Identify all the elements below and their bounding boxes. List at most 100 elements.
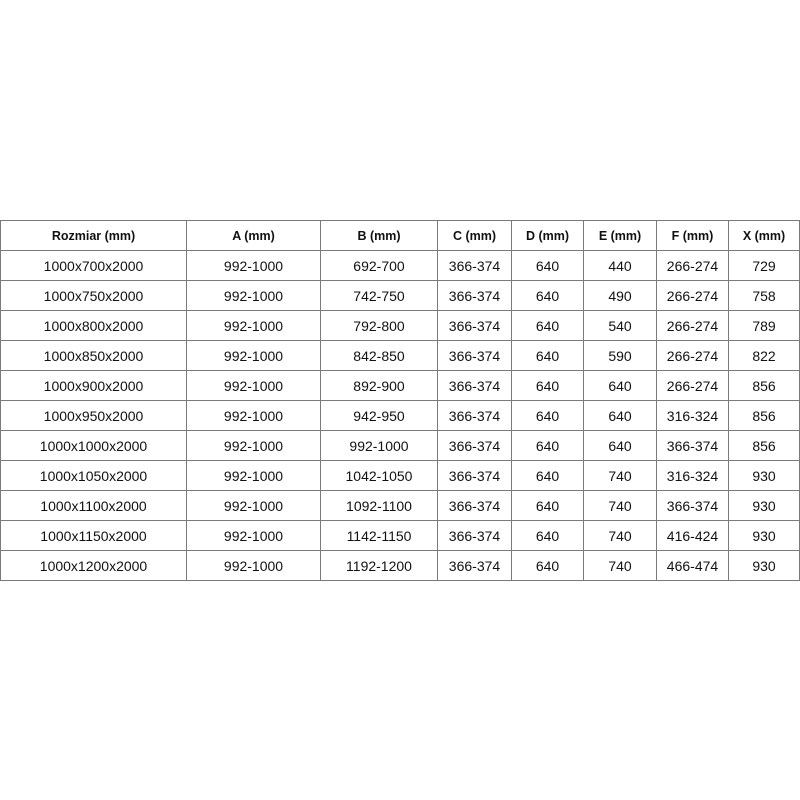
table-cell: 992-1000 — [186, 340, 321, 371]
table-cell: 366-374 — [437, 280, 512, 311]
table-cell: 366-374 — [437, 400, 512, 431]
table-row: 1000x900x2000 992-1000 892-900 366-374 640 64… — [0, 370, 800, 401]
table-cell: 640 — [511, 400, 584, 431]
table-cell: 440 — [583, 250, 657, 281]
table-cell: 842-850 — [320, 340, 438, 371]
table-cell: 366-374 — [437, 340, 512, 371]
table-cell: 640 — [511, 250, 584, 281]
table-cell: 992-1000 — [186, 370, 321, 401]
table-row: 1000x1050x2000 992-1000 1042-1050 366-374 64… — [0, 460, 800, 491]
table-cell: 992-1000 — [186, 520, 321, 551]
table-row: 1000x800x2000 992-1000 792-800 366-374 640 54… — [0, 310, 800, 341]
table-row: 1000x850x2000 992-1000 842-850 366-374 640 59… — [0, 340, 800, 371]
table-cell: 640 — [511, 520, 584, 551]
table-cell: 758 — [728, 280, 800, 311]
dimensions-table: Rozmiar (mm) A (mm) B (mm) C (mm) D (mm) E (m… — [0, 220, 800, 581]
table-cell: 742-750 — [320, 280, 438, 311]
column-header: Rozmiar (mm) — [0, 220, 187, 251]
header-row: Rozmiar (mm) A (mm) B (mm) C (mm) D (mm) E (m… — [0, 220, 800, 251]
table-cell: 1042-1050 — [320, 460, 438, 491]
table-row: 1000x1150x2000 992-1000 1142-1150 366-374 64… — [0, 520, 800, 551]
table-cell: 789 — [728, 310, 800, 341]
table-cell: 992-1000 — [186, 460, 321, 491]
table-cell: 992-1000 — [320, 430, 438, 461]
table-cell: 992-1000 — [186, 550, 321, 581]
table-cell: 490 — [583, 280, 657, 311]
table-cell: 930 — [728, 550, 800, 581]
table-row: 1000x1200x2000 992-1000 1192-1200 366-374 64… — [0, 550, 800, 581]
table-cell: 640 — [511, 370, 584, 401]
table-cell: 640 — [511, 310, 584, 341]
table-cell: 740 — [583, 460, 657, 491]
table-cell: 992-1000 — [186, 490, 321, 521]
table-cell: 692-700 — [320, 250, 438, 281]
table-cell: 992-1000 — [186, 250, 321, 281]
table-cell: 640 — [511, 550, 584, 581]
table-cell: 466-474 — [656, 550, 729, 581]
table-cell: 266-274 — [656, 250, 729, 281]
table-cell: 930 — [728, 460, 800, 491]
table-cell: 1000x1100x2000 — [0, 490, 187, 521]
table-cell: 590 — [583, 340, 657, 371]
table-cell: 366-374 — [437, 550, 512, 581]
column-header: F (mm) — [656, 220, 729, 251]
table-cell: 640 — [583, 370, 657, 401]
column-header: X (mm) — [728, 220, 800, 251]
table-cell: 366-374 — [656, 490, 729, 521]
table-row: 1000x1000x2000 992-1000 992-1000 366-374 640… — [0, 430, 800, 461]
table-cell: 792-800 — [320, 310, 438, 341]
table-cell: 856 — [728, 370, 800, 401]
table-cell: 1142-1150 — [320, 520, 438, 551]
table-cell: 640 — [583, 400, 657, 431]
column-header: A (mm) — [186, 220, 321, 251]
column-header: E (mm) — [583, 220, 657, 251]
table-cell: 640 — [511, 490, 584, 521]
table-cell: 1000x950x2000 — [0, 400, 187, 431]
table-cell: 930 — [728, 490, 800, 521]
column-header: B (mm) — [320, 220, 438, 251]
table-cell: 316-324 — [656, 460, 729, 491]
table-row: 1000x950x2000 992-1000 942-950 366-374 640 64… — [0, 400, 800, 431]
table-cell: 1092-1100 — [320, 490, 438, 521]
table-cell: 1000x1050x2000 — [0, 460, 187, 491]
table-cell: 366-374 — [437, 430, 512, 461]
table-cell: 992-1000 — [186, 400, 321, 431]
table-cell: 366-374 — [656, 430, 729, 461]
table-cell: 856 — [728, 430, 800, 461]
table-cell: 930 — [728, 520, 800, 551]
table-cell: 640 — [511, 340, 584, 371]
table-cell: 266-274 — [656, 370, 729, 401]
table-cell: 266-274 — [656, 340, 729, 371]
table-cell: 366-374 — [437, 250, 512, 281]
table-cell: 1000x800x2000 — [0, 310, 187, 341]
table-cell: 1000x1200x2000 — [0, 550, 187, 581]
table-cell: 640 — [511, 280, 584, 311]
table-cell: 892-900 — [320, 370, 438, 401]
table-cell: 416-424 — [656, 520, 729, 551]
table-cell: 316-324 — [656, 400, 729, 431]
table-cell: 1000x850x2000 — [0, 340, 187, 371]
table-row: 1000x750x2000 992-1000 742-750 366-374 640 49… — [0, 280, 800, 311]
table-cell: 822 — [728, 340, 800, 371]
column-header: D (mm) — [511, 220, 584, 251]
table-row: 1000x1100x2000 992-1000 1092-1100 366-374 64… — [0, 490, 800, 521]
table-cell: 640 — [511, 430, 584, 461]
table-cell: 1000x900x2000 — [0, 370, 187, 401]
table-cell: 266-274 — [656, 310, 729, 341]
table-row: 1000x700x2000 992-1000 692-700 366-374 640 44… — [0, 250, 800, 281]
table-cell: 640 — [583, 430, 657, 461]
table-cell: 992-1000 — [186, 310, 321, 341]
table-cell: 740 — [583, 490, 657, 521]
table-cell: 366-374 — [437, 490, 512, 521]
table-cell: 366-374 — [437, 370, 512, 401]
table-cell: 1000x1000x2000 — [0, 430, 187, 461]
table-cell: 366-374 — [437, 460, 512, 491]
table-cell: 1000x750x2000 — [0, 280, 187, 311]
table-cell: 1000x1150x2000 — [0, 520, 187, 551]
table-cell: 992-1000 — [186, 280, 321, 311]
table-cell: 992-1000 — [186, 430, 321, 461]
table-cell: 1192-1200 — [320, 550, 438, 581]
table-cell: 366-374 — [437, 520, 512, 551]
table-cell: 1000x700x2000 — [0, 250, 187, 281]
column-header: C (mm) — [437, 220, 512, 251]
